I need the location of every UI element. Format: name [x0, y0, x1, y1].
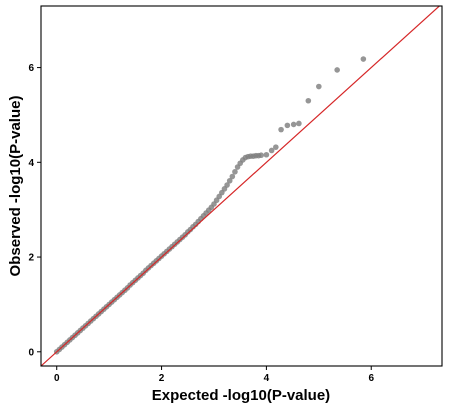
plot-layer — [41, 6, 441, 366]
data-point — [360, 56, 367, 62]
data-point — [296, 120, 302, 127]
data-point — [258, 152, 264, 159]
data-point — [290, 121, 297, 128]
data-point — [229, 173, 236, 180]
x-axis-label: Expected -log10(P-value) — [152, 387, 330, 404]
reference-line — [41, 6, 441, 366]
y-tick-label: 4 — [28, 158, 34, 169]
data-point — [268, 147, 275, 154]
data-point — [273, 144, 279, 150]
panel-border — [40, 5, 443, 367]
y-tick-label: 2 — [28, 253, 34, 264]
x-tick-label: 0 — [54, 373, 60, 384]
axis-layer: 0 2 4 6 0 2 4 6 — [28, 5, 443, 384]
data-point — [284, 122, 291, 129]
data-point — [226, 177, 233, 184]
data-point — [232, 168, 238, 175]
y-tick-label: 6 — [28, 63, 34, 74]
x-tick-label: 4 — [264, 373, 270, 384]
data-point — [278, 126, 284, 133]
data-point — [305, 97, 312, 104]
x-tick-label: 2 — [159, 373, 165, 384]
data-point — [263, 151, 270, 158]
data-point — [334, 67, 340, 73]
y-tick-label: 0 — [28, 347, 34, 358]
y-axis-label: Observed -log10(P-value) — [7, 96, 24, 277]
x-tick-label: 6 — [368, 373, 374, 384]
data-point — [224, 182, 230, 188]
data-point — [316, 83, 322, 90]
panel-content — [41, 6, 441, 366]
